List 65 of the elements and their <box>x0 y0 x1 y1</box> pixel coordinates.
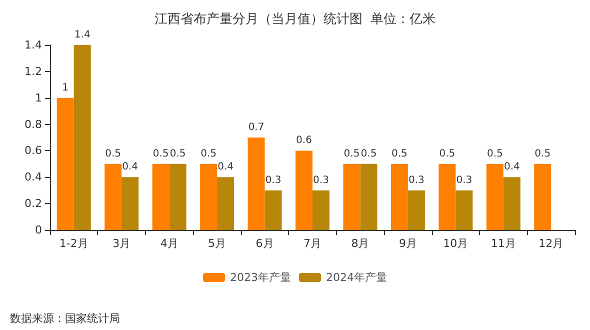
data-label: 0.4 <box>504 162 520 173</box>
bar <box>390 164 408 230</box>
legend-label: 2024年产量 <box>326 271 387 284</box>
x-tick-label: 8月 <box>351 237 370 250</box>
bar <box>104 164 122 230</box>
y-tick-label: 0 <box>35 224 42 236</box>
bar <box>312 190 330 230</box>
data-label: 0.5 <box>439 148 456 160</box>
x-tick-label: 12月 <box>538 237 564 250</box>
data-label: 1.4 <box>74 30 90 40</box>
legend-label: 2023年产量 <box>230 271 292 284</box>
bar <box>56 98 74 230</box>
x-tick-label: 4月 <box>160 237 178 250</box>
bar <box>343 164 360 230</box>
data-label: 0.5 <box>392 148 408 160</box>
data-label: 0.3 <box>265 174 282 186</box>
data-label: 0.3 <box>313 174 329 186</box>
data-label: 0.4 <box>218 162 234 173</box>
x-tick-label: 5月 <box>208 237 226 250</box>
bar <box>456 190 473 230</box>
x-tick-label: 11月 <box>490 237 516 250</box>
bar <box>408 190 425 230</box>
y-tick-label: 0.8 <box>24 118 42 131</box>
bar <box>264 190 282 230</box>
data-label: 0.5 <box>200 148 216 160</box>
bar <box>248 138 265 230</box>
bar <box>534 164 552 230</box>
y-tick-label: 1.4 <box>24 38 42 52</box>
chart-title: 江西省布产量分月（当月值）统计图 单位：亿米 <box>154 12 436 27</box>
bar <box>74 45 91 230</box>
data-label: 1 <box>62 82 69 94</box>
x-tick-label: 1-2月 <box>59 237 88 250</box>
bar <box>503 177 520 230</box>
data-label: 0.5 <box>152 148 169 160</box>
y-tick-label: 0.6 <box>24 144 42 158</box>
x-tick-label: 6月 <box>256 237 274 250</box>
data-label: 0.6 <box>296 135 312 146</box>
data-label: 0.3 <box>408 174 424 186</box>
bar <box>296 150 312 230</box>
bar <box>200 164 218 230</box>
bar <box>486 164 504 230</box>
data-label: 0.5 <box>534 148 551 160</box>
data-label: 0.5 <box>360 148 377 160</box>
y-tick-label: 0.4 <box>24 170 42 184</box>
x-tick-label: 10月 <box>443 237 468 250</box>
data-label: 0.5 <box>344 148 360 160</box>
bar <box>217 177 234 230</box>
data-label: 0.5 <box>105 148 122 160</box>
data-label: 0.5 <box>170 148 186 160</box>
data-label: 0.4 <box>122 162 138 173</box>
bar <box>438 164 456 230</box>
data-label: 0.7 <box>248 122 264 133</box>
bar <box>360 164 378 230</box>
bar <box>122 177 139 230</box>
data-label: 0.5 <box>486 148 503 160</box>
data-label: 0.3 <box>456 174 472 186</box>
x-tick-label: 7月 <box>304 237 322 250</box>
source-note: 数据来源：国家统计局 <box>10 312 120 325</box>
bar <box>169 164 186 230</box>
x-tick-label: 3月 <box>112 237 131 250</box>
y-tick-label: 1 <box>35 91 42 104</box>
x-tick-label: 9月 <box>398 237 417 250</box>
bar <box>152 164 170 230</box>
y-tick-label: 0.2 <box>24 197 42 210</box>
y-tick-label: 1.2 <box>24 64 42 78</box>
